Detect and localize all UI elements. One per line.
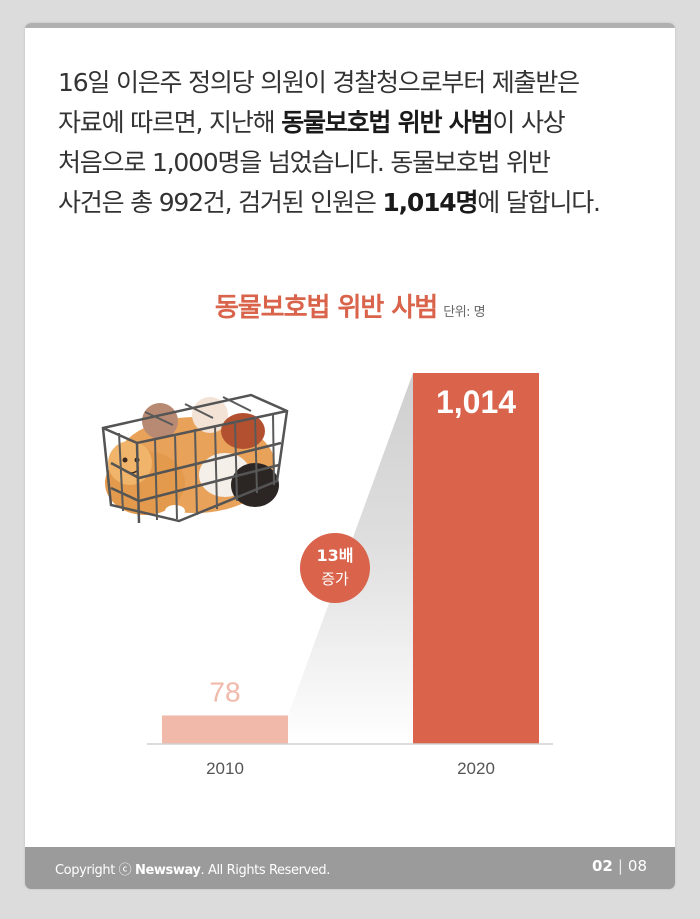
category-label-2020: 2020 bbox=[457, 759, 495, 778]
intro-line-3: 처음으로 1,000명을 넘었습니다. 동물보호법 위반 bbox=[58, 148, 551, 177]
intro-highlight-count: 1,014명 bbox=[382, 188, 478, 217]
intro-line-2-a: 자료에 따르면, 지난해 bbox=[58, 108, 282, 137]
increase-badge: 13배 증가 bbox=[300, 533, 370, 603]
intro-line-1: 16일 이은주 정의당 의원이 경찰청으로부터 제출받은 bbox=[58, 68, 580, 97]
intro-highlight-offense: 동물보호법 위반 사범 bbox=[281, 108, 493, 137]
bar-chart: 78 1,014 2010 2020 13배 증가 bbox=[101, 373, 553, 778]
chart-unit: 단위: 명 bbox=[443, 305, 486, 320]
brand-name: Newsway bbox=[135, 863, 201, 878]
increase-badge-line1: 13배 bbox=[317, 546, 354, 565]
cat-cage-illustration bbox=[101, 393, 289, 524]
value-label-2010: 78 bbox=[209, 676, 240, 707]
intro-line-4: 사건은 총 992건, 검거된 인원은 1,014명에 달합니다. bbox=[58, 183, 648, 223]
copyright-suffix: . All Rights Reserved. bbox=[200, 863, 331, 878]
increase-badge-circle bbox=[300, 533, 370, 603]
bar-2020 bbox=[413, 373, 539, 744]
category-label-2010: 2010 bbox=[206, 759, 244, 778]
page-current: 02 bbox=[591, 857, 613, 875]
page-total: 08 bbox=[627, 857, 647, 875]
chart-title-row: 동물보호법 위반 사범 단위: 명 bbox=[25, 287, 675, 324]
intro-line-4-a: 사건은 총 992건, 검거된 인원은 bbox=[58, 188, 383, 217]
value-label-2020: 1,014 bbox=[436, 384, 516, 420]
page-separator: | bbox=[617, 857, 623, 875]
page-indicator: 02 | 08 bbox=[592, 857, 647, 875]
intro-line-2: 자료에 따르면, 지난해 동물보호법 위반 사범이 사상 bbox=[58, 103, 648, 143]
copyright-text: Copyright ⓒ Newsway. All Rights Reserved… bbox=[55, 859, 330, 878]
intro-line-2-c: 이 사상 bbox=[492, 108, 565, 137]
increase-badge-line2: 증가 bbox=[321, 570, 349, 588]
intro-text: 16일 이은주 정의당 의원이 경찰청으로부터 제출받은 자료에 따르면, 지난… bbox=[58, 63, 648, 223]
footer: Copyright ⓒ Newsway. All Rights Reserved… bbox=[25, 847, 675, 889]
chart-title: 동물보호법 위반 사범 bbox=[214, 293, 438, 323]
content-card: 16일 이은주 정의당 의원이 경찰청으로부터 제출받은 자료에 따르면, 지난… bbox=[25, 23, 675, 889]
top-bar bbox=[25, 23, 675, 28]
copyright-prefix: Copyright ⓒ bbox=[55, 863, 135, 878]
intro-line-4-c: 에 달합니다. bbox=[477, 188, 601, 217]
bar-2010 bbox=[162, 715, 288, 744]
